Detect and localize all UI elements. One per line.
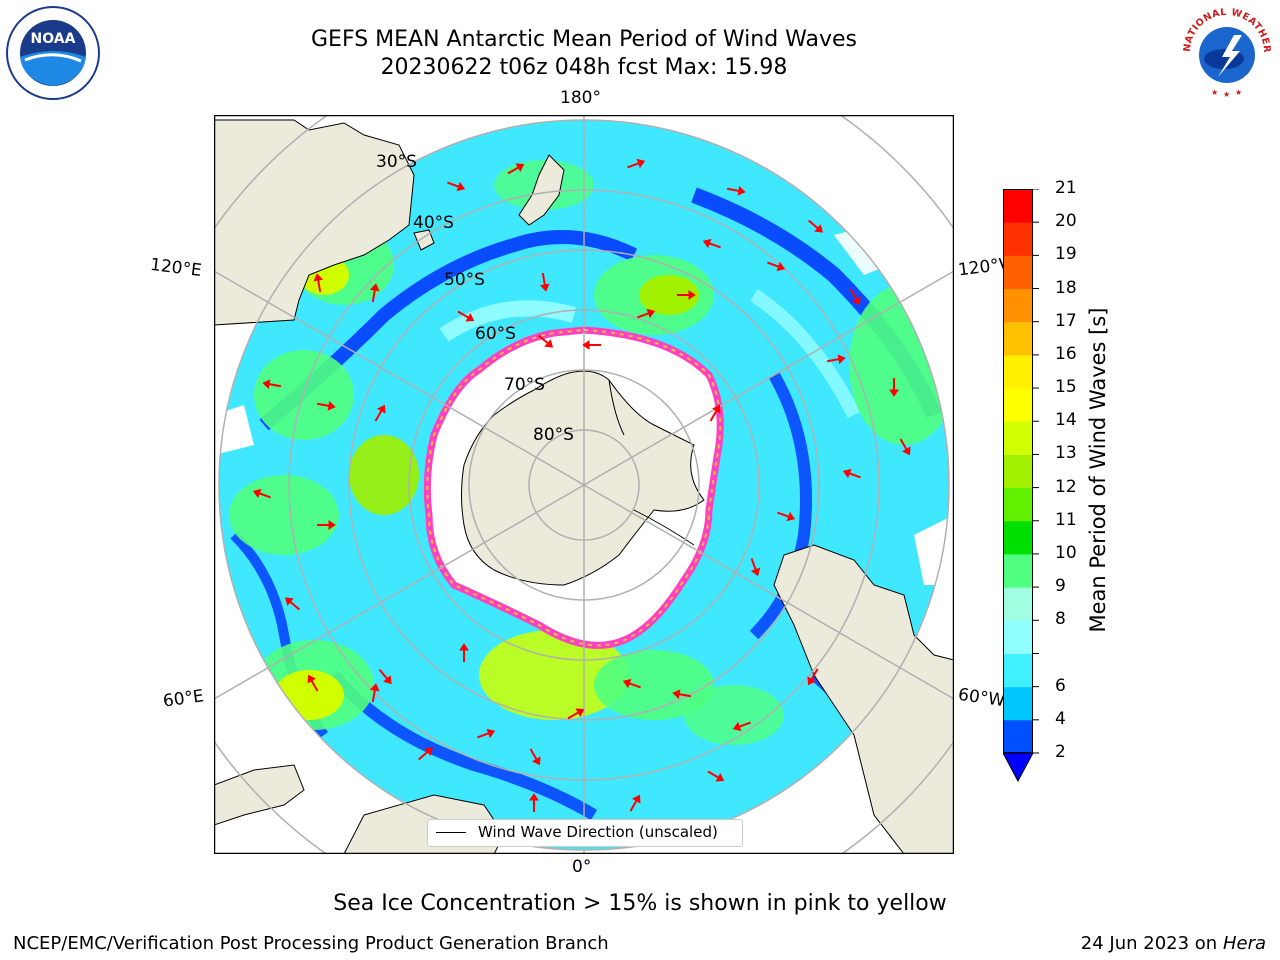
polar-map — [214, 115, 954, 854]
colorbar-segment — [1003, 421, 1033, 455]
run-date: 24 Jun 2023 on Hera — [1081, 933, 1266, 954]
lat-label-40s: 40°S — [413, 213, 454, 233]
machine-name: Hera — [1222, 933, 1266, 954]
colorbar-tick-label: 8 — [1055, 609, 1066, 630]
producer-credit: NCEP/EMC/Verification Post Processing Pr… — [13, 933, 609, 954]
colorbar-segment — [1003, 487, 1033, 522]
colorbar-tick-label: 18 — [1055, 277, 1077, 298]
svg-text:★: ★ — [1235, 88, 1242, 97]
legend-label: Wind Wave Direction (unscaled) — [478, 823, 718, 841]
land-africa — [214, 764, 305, 826]
colorbar-segment — [1003, 653, 1033, 688]
lat-label-30s: 30°S — [376, 152, 417, 172]
lon-label-0: 0° — [572, 857, 592, 877]
run-date-text: 24 Jun 2023 on — [1080, 933, 1218, 954]
colorbar-segment — [1003, 321, 1033, 356]
colorbar-segment — [1003, 388, 1033, 422]
colorbar-tick-label: 19 — [1055, 244, 1077, 265]
colorbar — [1003, 189, 1039, 783]
map-title: GEFS MEAN Antarctic Mean Period of Wind … — [311, 27, 857, 52]
colorbar-segment — [1003, 454, 1033, 489]
colorbar-tick-label: 15 — [1055, 377, 1077, 398]
land-tasmania — [413, 229, 435, 251]
colorbar-tick-label: 20 — [1055, 211, 1077, 232]
colorbar-tick-label: 14 — [1055, 410, 1077, 431]
map-legend: Wind Wave Direction (unscaled) — [427, 819, 743, 847]
lat-label-80s: 80°S — [533, 425, 574, 445]
colorbar-segment — [1003, 553, 1033, 588]
colorbar-segment — [1003, 189, 1033, 223]
colorbar-segment — [1003, 255, 1033, 290]
colorbar-tick-label: 9 — [1055, 576, 1066, 597]
lat-label-60s: 60°S — [475, 324, 516, 344]
wind-wave-arrows — [252, 158, 911, 812]
colorbar-tick-label: 21 — [1055, 178, 1077, 198]
colorbar-segment — [1003, 354, 1033, 389]
colorbar-tick-label: 10 — [1055, 542, 1077, 563]
lat-label-70s: 70°S — [504, 375, 545, 395]
colorbar-tick-label: 17 — [1055, 310, 1077, 331]
colorbar-segment — [1003, 288, 1033, 323]
noaa-logo: NOAA — [5, 5, 101, 105]
colorbar-segment — [1003, 222, 1033, 256]
svg-text:★: ★ — [1211, 88, 1218, 97]
colorbar-tick-label: 13 — [1055, 443, 1077, 464]
colorbar-label: Mean Period of Wind Waves [s] — [1086, 307, 1110, 633]
colorbar-segment — [1003, 520, 1033, 555]
graticule — [214, 115, 954, 854]
legend-line-swatch — [436, 832, 466, 833]
nws-logo: NATIONAL WEATHER SERVICE ★ ★ ★ — [1174, 0, 1276, 105]
lon-label-60e: 60°E — [161, 686, 206, 712]
colorbar-tick-label: 2 — [1055, 742, 1066, 762]
lat-label-50s: 50°S — [444, 270, 485, 290]
land-new-zealand — [518, 154, 565, 226]
colorbar-tick-label: 4 — [1055, 708, 1066, 729]
map-subtitle: 20230622 t06z 048h fcst Max: 15.98 — [380, 55, 788, 80]
lon-label-120e: 120°E — [148, 254, 203, 282]
lon-label-180: 180° — [560, 88, 601, 108]
sea-ice-note: Sea Ice Concentration > 15% is shown in … — [333, 891, 947, 916]
colorbar-segment — [1003, 620, 1033, 654]
colorbar-segment — [1003, 686, 1033, 721]
lon-label-60w: 60°W — [956, 684, 1007, 712]
colorbar-tick-label: 16 — [1055, 343, 1077, 364]
colorbar-tick-label: 11 — [1055, 509, 1077, 530]
svg-text:★: ★ — [1223, 90, 1230, 99]
colorbar-segment — [1003, 587, 1033, 621]
colorbar-tick-label: 6 — [1055, 675, 1066, 696]
colorbar-segment — [1003, 719, 1033, 754]
svg-text:NOAA: NOAA — [31, 31, 76, 47]
colorbar-tick-label: 12 — [1055, 476, 1077, 497]
